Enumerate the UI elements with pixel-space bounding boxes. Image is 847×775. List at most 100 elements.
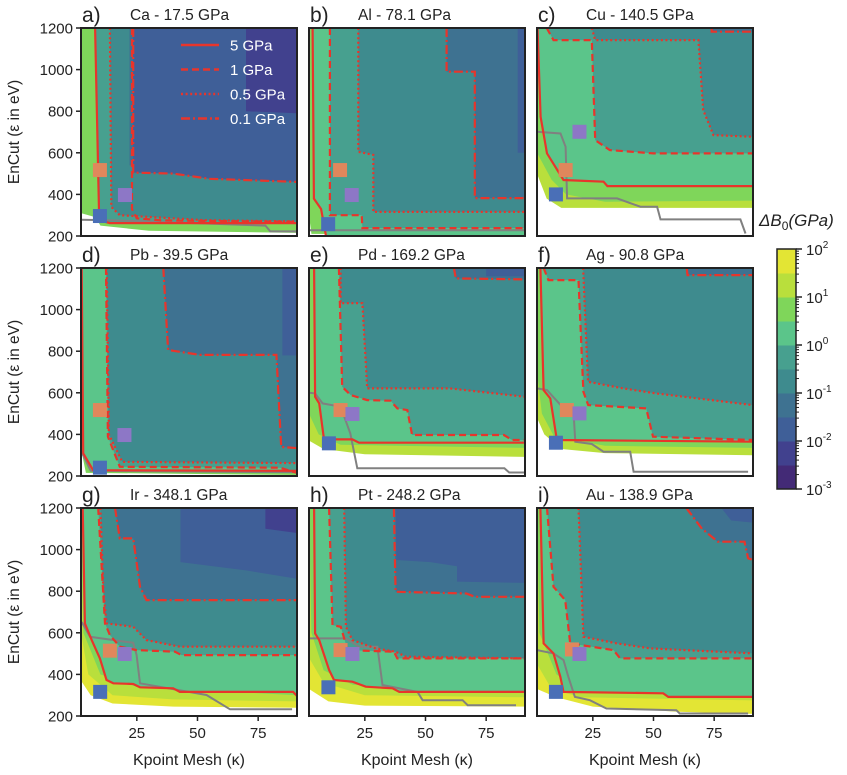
y-tick-label: 400	[48, 667, 73, 684]
colorbar-bin	[777, 465, 796, 490]
contour-1-GPa	[337, 268, 525, 442]
y-tick-label: 1000	[40, 62, 73, 79]
plot-area	[537, 268, 753, 476]
y-tick-label: 1200	[40, 501, 73, 518]
panel-label: h)	[310, 484, 329, 507]
marker-orange	[333, 163, 348, 178]
x-tick-label: 50	[645, 725, 662, 742]
x-tick-label: 25	[356, 725, 373, 742]
panel-i: i) Au - 138.9 GPa 25 50 75 Kpoint Mesh (κ)	[536, 484, 754, 769]
plot-area	[537, 508, 753, 716]
x-tick-label: 50	[189, 725, 206, 742]
fill-bin-4	[578, 508, 753, 654]
y-tick-label: 1200	[40, 261, 73, 278]
marker-blue	[321, 217, 336, 232]
fill-bin-4	[591, 28, 753, 137]
contour-0-5-GPa	[339, 268, 525, 398]
colorbar-bin	[777, 273, 796, 298]
marker-purple	[345, 407, 360, 422]
fill-bin-2	[395, 508, 525, 583]
panel-h: h) Pt - 248.2 GPa 25 50 75 Kpoint Mesh (κ)	[308, 484, 526, 769]
contour-0-5-GPa	[357, 28, 525, 213]
panel-title: Au - 138.9 GPa	[586, 487, 693, 504]
colorbar-bin	[777, 369, 796, 394]
plot-area	[81, 268, 297, 476]
x-axis-label: Kpoint Mesh (κ)	[133, 752, 245, 769]
x-tick-label: 75	[478, 725, 495, 742]
colorbar-bin	[777, 249, 796, 274]
panel-title: Pt - 248.2 GPa	[358, 487, 461, 504]
panel-title: Ca - 17.5 GPa	[130, 7, 229, 24]
panel-frame	[80, 507, 298, 717]
colorbar-bin	[777, 345, 796, 370]
contour-0-1-GPa	[392, 508, 525, 598]
contour-0-5-GPa	[343, 508, 525, 660]
contour-0-1-GPa	[445, 28, 525, 200]
y-tick-label: 200	[48, 709, 73, 726]
x-tick-label: 75	[250, 725, 267, 742]
y-tick-label: 1000	[40, 542, 73, 559]
fill-bin-3	[686, 268, 753, 276]
marker-orange	[92, 403, 107, 418]
panel-frame	[308, 27, 526, 237]
y-tick-label: 800	[48, 344, 73, 361]
colorbar-label-unit: (GPa)	[788, 211, 833, 230]
fill-bin-4	[583, 268, 753, 406]
panel-f: f) Ag - 90.8 GPa	[536, 244, 754, 477]
colorbar-tick-label: 102	[806, 240, 829, 259]
colorbar-bin	[777, 297, 796, 322]
y-tick-label: 800	[48, 584, 73, 601]
marker-purple	[117, 188, 132, 203]
legend-label: 0.1 GPa	[230, 111, 286, 128]
panel-frame	[80, 27, 298, 237]
y-tick-label: 600	[48, 385, 73, 402]
y-tick-label: 200	[48, 229, 73, 246]
colorbar-tick-label: 101	[806, 288, 829, 307]
panel-frame	[308, 267, 526, 477]
reference-line	[537, 387, 749, 473]
legend-label: 1 GPa	[230, 62, 273, 79]
contour-0-5-GPa	[590, 28, 753, 138]
colorbar: ΔB0(GPa) 102 101 100 10-1 10-2 10-3	[758, 211, 834, 499]
panel-title: Ir - 348.1 GPa	[130, 487, 228, 504]
fill-bin-3	[446, 28, 525, 199]
colorbar-bin	[777, 393, 796, 418]
colorbar-tick-label: 10-2	[806, 432, 832, 451]
reference-line	[81, 621, 293, 711]
marker-purple	[117, 428, 132, 443]
colorbar-bin	[777, 417, 796, 442]
panel-label: g)	[82, 484, 101, 507]
panel-d: d) Pb - 39.5 GPa 200 400 600 800 1000 1200 EnCut…	[6, 244, 298, 486]
panel-frame	[536, 507, 754, 717]
marker-orange	[558, 163, 573, 178]
colorbar-label-symbol: ΔB	[758, 211, 782, 230]
marker-blue	[321, 436, 336, 451]
legend-label: 0.5 GPa	[230, 87, 286, 104]
reference-line	[309, 637, 516, 707]
x-tick-label: 25	[128, 725, 145, 742]
legend-label: 5 GPa	[230, 38, 273, 55]
plot-area	[537, 28, 753, 236]
plot-area	[81, 28, 297, 236]
panel-title: Ag - 90.8 GPa	[586, 247, 685, 264]
panels: a) Ca - 17.5 GPa 200 400 600 800 1000 1200 EnCut…	[6, 4, 754, 769]
reference-line	[81, 450, 297, 474]
marker-purple	[572, 406, 587, 421]
panel-frame	[536, 267, 754, 477]
plot-area	[309, 508, 525, 716]
contour-0-1-GPa	[685, 508, 753, 607]
reference-line	[537, 649, 749, 715]
y-tick-label: 200	[48, 469, 73, 486]
fill-bin-2	[282, 268, 297, 356]
marker-purple	[572, 124, 587, 139]
plot-area	[81, 508, 297, 716]
marker-purple	[572, 647, 587, 662]
contour-0-1-GPa	[162, 268, 297, 450]
colorbar-label-sub: 0	[782, 219, 789, 233]
contour-0-1-GPa	[685, 268, 753, 277]
y-tick-label: 400	[48, 427, 73, 444]
contour-1-GPa	[130, 28, 297, 223]
marker-orange	[92, 163, 107, 178]
panel-e: e) Pd - 169.2 GPa	[308, 244, 526, 477]
contour-5-GPa	[81, 268, 297, 472]
